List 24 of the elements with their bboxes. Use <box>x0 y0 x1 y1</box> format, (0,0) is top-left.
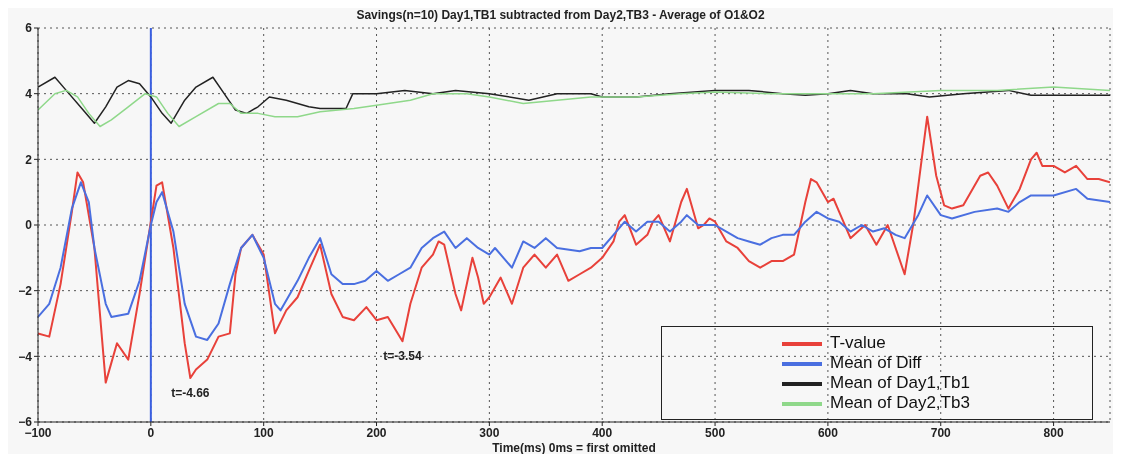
y-tick-label: 6 <box>25 21 33 36</box>
x-tick-label: 500 <box>705 425 726 440</box>
x-tick-label: 200 <box>366 425 387 440</box>
legend-label: T-value <box>830 333 886 352</box>
x-tick-label: 100 <box>253 425 275 440</box>
annotation: t=-4.66 <box>171 385 210 400</box>
x-tick-label: 700 <box>930 425 952 440</box>
legend-label: Mean of Day1,Tb1 <box>830 373 970 392</box>
y-tick-label: 4 <box>25 86 33 101</box>
x-tick-label: 300 <box>479 425 500 440</box>
y-tick-label: 2 <box>25 152 33 167</box>
x-tick-label: 600 <box>817 425 839 440</box>
x-tick-label: 400 <box>592 425 613 440</box>
y-tick-label: 0 <box>25 218 33 233</box>
x-tick-label: 0 <box>147 425 155 440</box>
chart-title: Savings(n=10) Day1,TB1 subtracted from Day2,TB3 - Average of O1&O2 <box>355 8 766 22</box>
y-tick-label: −2 <box>18 283 33 298</box>
y-tick-label: −4 <box>18 349 33 364</box>
legend-label: Mean of Day2,Tb3 <box>830 393 970 412</box>
legend-label: Mean of Diff <box>830 353 922 372</box>
line-series <box>38 86 1110 128</box>
annotation: t=-3.54 <box>383 348 422 363</box>
x-axis-title: Time(ms) 0ms = first omitted <box>492 441 656 455</box>
x-tick-label: 800 <box>1043 425 1064 440</box>
